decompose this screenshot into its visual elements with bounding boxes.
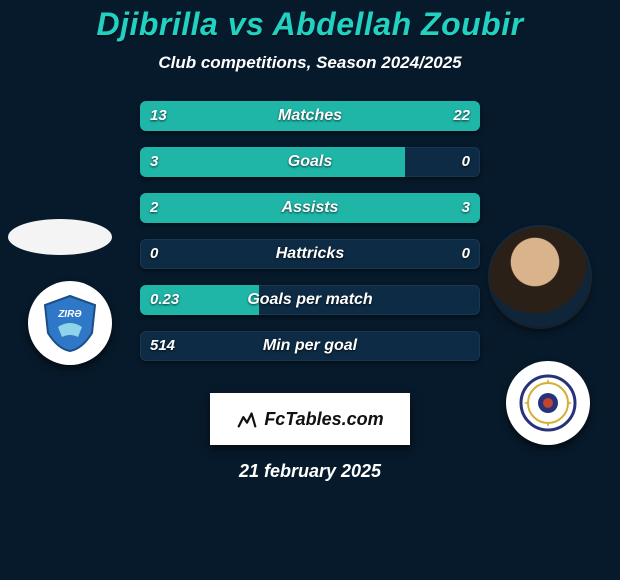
source-badge: FcTables.com [210, 393, 410, 445]
svg-text:ZIRƏ: ZIRƏ [57, 309, 82, 320]
stat-value-p1: 0 [150, 239, 158, 269]
stat-bar-right-fill [266, 101, 480, 131]
date-label: 21 february 2025 [0, 461, 620, 482]
page-title: Djibrilla vs Abdellah Zoubir [0, 0, 620, 43]
fctables-logo-icon [236, 408, 258, 430]
stat-label: Hattricks [140, 239, 480, 269]
stat-bar-right-fill [276, 193, 480, 223]
player2-avatar [490, 227, 590, 327]
stat-row: 1322Matches [140, 101, 480, 131]
stat-bar-left-fill [140, 101, 266, 131]
zira-badge-icon: ZIRƏ [40, 293, 100, 353]
qarabag-badge-icon [518, 373, 578, 433]
stat-value-p2: 0 [462, 239, 470, 269]
stat-value-p2: 0 [462, 147, 470, 177]
stat-row: 0.23Goals per match [140, 285, 480, 315]
stat-row: 30Goals [140, 147, 480, 177]
comparison-stage: ZIRƏ 1322Matches30Goals23Assists00Hattri… [0, 101, 620, 381]
stat-bar-left-fill [140, 285, 259, 315]
stat-label: Min per goal [140, 331, 480, 361]
stat-bar-left-fill [140, 147, 405, 177]
player2-club-badge [506, 361, 590, 445]
source-label: FcTables.com [264, 409, 383, 430]
stat-bars: 1322Matches30Goals23Assists00Hattricks0.… [140, 101, 480, 361]
page-subtitle: Club competitions, Season 2024/2025 [0, 53, 620, 73]
stat-row: 514Min per goal [140, 331, 480, 361]
stat-value-p1: 514 [150, 331, 175, 361]
stat-bar-left-fill [140, 193, 276, 223]
player1-avatar [8, 219, 112, 255]
player1-club-badge: ZIRƏ [28, 281, 112, 365]
stat-row: 23Assists [140, 193, 480, 223]
stat-row: 0 0Hattricks [140, 239, 480, 269]
